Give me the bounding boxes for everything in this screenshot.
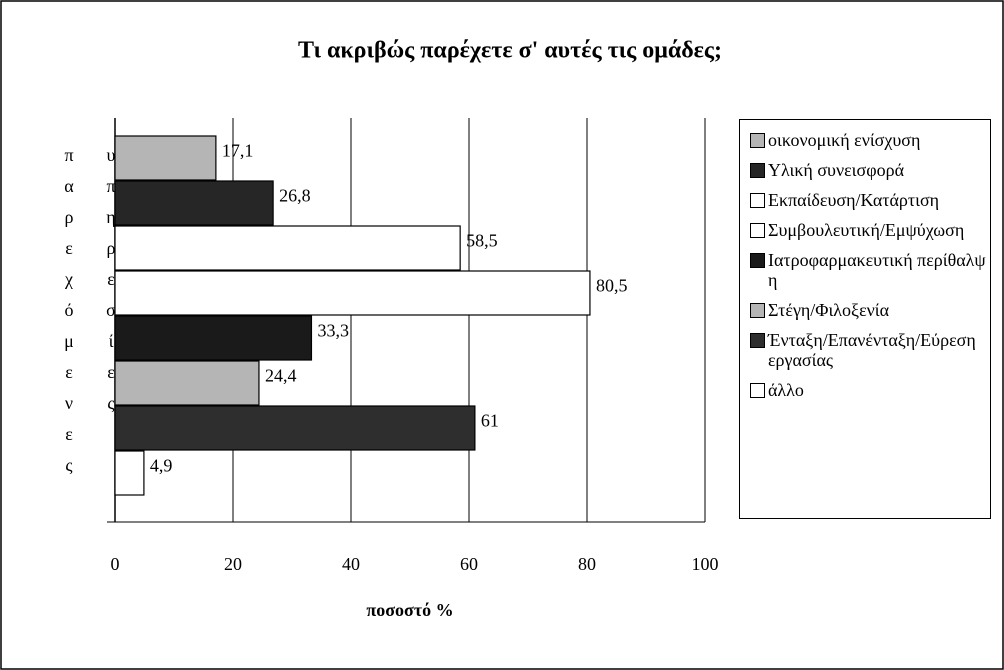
- legend-swatch: [750, 223, 765, 238]
- legend-item: άλλο: [750, 380, 986, 400]
- legend-swatch: [750, 383, 765, 398]
- chart-title: Τι ακριβώς παρέχετε σ' αυτές τις ομάδες;: [298, 38, 722, 64]
- legend-label: Εκπαίδευση/Κατάρτιση: [768, 190, 940, 210]
- legend-label: Ιατροφαρμακευτική περίθαλψη: [768, 250, 986, 290]
- legend-swatch: [750, 163, 765, 178]
- legend-item: Ένταξη/Επανένταξη/Εύρεση εργασίας: [750, 330, 986, 370]
- legend-swatch: [750, 253, 765, 268]
- data-label: 80,5: [596, 276, 628, 296]
- data-label: 24,4: [265, 366, 297, 386]
- legend-swatch: [750, 193, 765, 208]
- legend-label: Υλική συνεισφορά: [768, 160, 904, 180]
- bar: [114, 315, 313, 361]
- bar: [114, 360, 260, 406]
- x-tick-label: 80: [578, 554, 596, 574]
- data-label: 4,9: [150, 456, 173, 476]
- legend-item: οικονομική ενίσχυση: [750, 130, 986, 150]
- legend-item: Ιατροφαρμακευτική περίθαλψη: [750, 250, 986, 290]
- bar: [114, 405, 476, 451]
- x-tick-label: 100: [692, 554, 719, 574]
- bar: [114, 225, 461, 271]
- legend: οικονομική ενίσχυση Υλική συνεισφορά Εκπαί…: [739, 119, 991, 519]
- data-label: 17,1: [222, 141, 254, 161]
- x-tick-label: 60: [460, 554, 478, 574]
- x-axis-label: ποσοστό %: [366, 600, 453, 620]
- bar: [114, 270, 591, 316]
- bar: [114, 180, 274, 226]
- x-tick-label: 0: [111, 554, 120, 574]
- bar: [114, 135, 217, 181]
- legend-swatch: [750, 303, 765, 318]
- legend-item: Εκπαίδευση/Κατάρτιση: [750, 190, 986, 210]
- legend-label: οικονομική ενίσχυση: [768, 130, 921, 150]
- legend-swatch: [750, 133, 765, 148]
- data-label: 26,8: [279, 186, 311, 206]
- data-label: 33,3: [317, 321, 349, 341]
- legend-label: άλλο: [768, 380, 804, 400]
- legend-swatch: [750, 333, 765, 348]
- x-tick-label: 40: [342, 554, 360, 574]
- legend-item: Συμβουλευτική/Εμψύχωση: [750, 220, 986, 240]
- legend-label: Συμβουλευτική/Εμψύχωση: [768, 220, 965, 240]
- bar: [114, 450, 145, 496]
- legend-label: Στέγη/Φιλοξενία: [768, 300, 890, 320]
- x-tick-label: 20: [224, 554, 242, 574]
- data-label: 61: [481, 411, 499, 431]
- legend-item: Υλική συνεισφορά: [750, 160, 986, 180]
- data-label: 58,5: [466, 231, 498, 251]
- legend-label: Ένταξη/Επανένταξη/Εύρεση εργασίας: [768, 330, 976, 370]
- y-axis-label: παρεχόμενες υπηρεσίες: [59, 145, 121, 486]
- legend-item: Στέγη/Φιλοξενία: [750, 300, 986, 320]
